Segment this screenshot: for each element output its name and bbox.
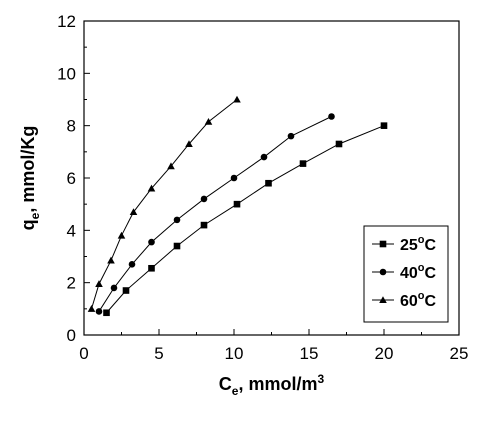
data-point (110, 284, 118, 292)
data-point (200, 221, 208, 229)
data-point (128, 261, 136, 268)
series-layer (87, 95, 388, 317)
legend-label: 40oC (400, 262, 437, 282)
y-axis-title: qe, mmol/Kg (18, 126, 42, 231)
legend: 25oC 40oC 60oC (363, 225, 449, 323)
data-point (265, 179, 272, 187)
legend-box (363, 225, 449, 323)
data-point (148, 238, 155, 246)
data-point (117, 231, 126, 239)
x-axis-title: Ce, mmol/m3 (219, 372, 325, 398)
data-point (129, 208, 138, 216)
data-point (260, 153, 268, 161)
data-point (173, 242, 181, 250)
series-line (91, 99, 238, 309)
y-tick-label: 2 (67, 274, 76, 293)
x-tick-label: 10 (225, 344, 244, 363)
axes-labels: Ce, mmol/m3 qe, mmol/Kg (18, 126, 325, 398)
data-point (103, 309, 110, 317)
plot-area: 0 5 10 15 20 25 0 2 4 6 8 10 12 (57, 12, 468, 363)
data-point (233, 95, 241, 103)
data-point (233, 200, 241, 208)
y-tick-label: 8 (67, 117, 76, 136)
legend-marker (379, 240, 387, 248)
y-tick-label: 0 (67, 326, 76, 345)
x-tick-label: 15 (300, 344, 319, 363)
data-point (148, 264, 155, 272)
series-line (106, 125, 385, 314)
x-tick-label: 5 (154, 344, 163, 363)
data-point (328, 113, 335, 120)
data-point (147, 184, 156, 192)
data-point (167, 162, 175, 170)
x-tick-label: 20 (375, 344, 394, 363)
y-tick-label: 4 (67, 221, 76, 240)
data-point (173, 216, 181, 224)
data-point (95, 280, 103, 288)
legend-marker (379, 268, 387, 276)
legend-label: 25oC (400, 234, 437, 254)
data-point (185, 140, 193, 148)
data-point (107, 256, 115, 264)
series-60C (87, 95, 241, 312)
series-25C (103, 122, 388, 317)
legend-label: 60oC (400, 290, 437, 310)
x-tick-label: 25 (450, 344, 469, 363)
data-point (287, 132, 295, 140)
x-tick-label: 0 (79, 344, 88, 363)
legend-marker (379, 296, 387, 304)
y-tick-label: 10 (57, 64, 76, 83)
data-point (200, 195, 208, 203)
data-point (299, 160, 307, 167)
data-point (335, 140, 343, 148)
series-40C (95, 113, 335, 315)
y-tick-label: 12 (57, 12, 76, 31)
series-line (98, 116, 332, 312)
y-tick-label: 6 (67, 169, 76, 188)
data-point (380, 122, 388, 129)
data-point (95, 308, 103, 315)
data-point (87, 305, 96, 312)
data-point (204, 117, 213, 125)
data-point (122, 287, 130, 294)
data-point (230, 174, 238, 182)
